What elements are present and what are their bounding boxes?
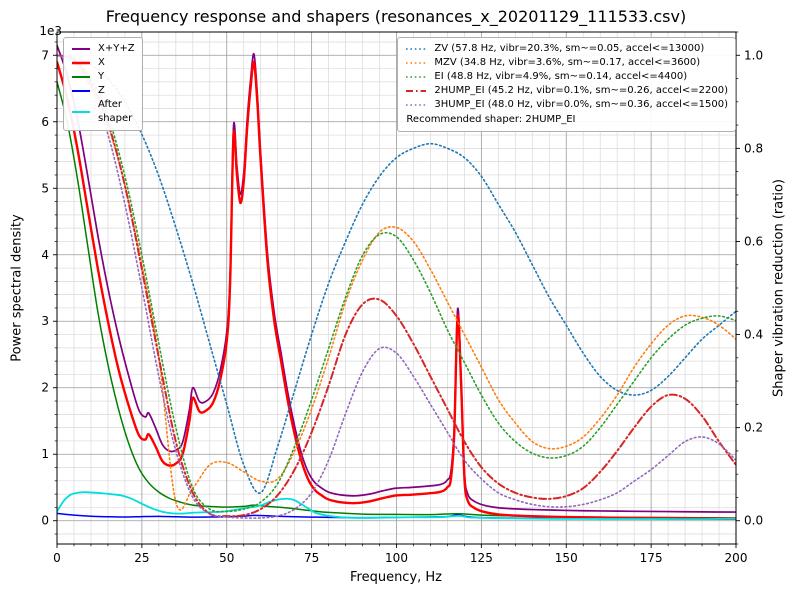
series-psd-x bbox=[57, 60, 736, 520]
legend-item-label: MZV (34.8 Hz, vibr=3.6%, sm~=0.17, accel… bbox=[434, 57, 701, 68]
series-shaper-3hump-ei bbox=[57, 54, 736, 519]
legend-item: X bbox=[71, 56, 135, 70]
legend-line-swatch bbox=[406, 90, 427, 92]
chart-title: Frequency response and shapers (resonanc… bbox=[105, 7, 687, 26]
legend-shapers: ZV (57.8 Hz, vibr=20.3%, sm~=0.05, accel… bbox=[397, 37, 736, 132]
legend-item-label: Y bbox=[98, 71, 105, 82]
x-tick-label: 0 bbox=[53, 551, 61, 565]
y-tick-label-left: 2 bbox=[41, 381, 49, 395]
series-shaper-ei bbox=[57, 54, 736, 513]
legend-item-label: X bbox=[98, 57, 105, 68]
series-shaper-zv bbox=[57, 54, 736, 494]
legend-line-swatch bbox=[72, 48, 90, 50]
legend-item: 2HUMP_EI (45.2 Hz, vibr=0.1%, sm~=0.26, … bbox=[405, 84, 728, 98]
x-tick-label: 150 bbox=[555, 551, 578, 565]
legend-item: MZV (34.8 Hz, vibr=3.6%, sm~=0.17, accel… bbox=[405, 56, 728, 70]
y-axis-label-right: Shaper vibration reduction (ratio) bbox=[771, 179, 787, 397]
legend-line-swatch bbox=[72, 76, 90, 78]
y-tick-label-left: 6 bbox=[41, 115, 49, 129]
legend-item: Z bbox=[71, 84, 135, 98]
x-tick-label: 200 bbox=[725, 551, 748, 565]
series-shaper-mzv bbox=[57, 54, 736, 511]
x-tick-label: 25 bbox=[134, 551, 149, 565]
legend-psd: X+Y+Z X Y Z After shaper bbox=[63, 37, 143, 131]
legend-item: After shaper bbox=[71, 98, 135, 126]
x-tick-label: 175 bbox=[640, 551, 663, 565]
y-tick-label-left: 4 bbox=[41, 248, 49, 262]
legend-recommended-shaper: Recommended shaper: 2HUMP_EI bbox=[406, 114, 576, 125]
y-tick-label-left: 7 bbox=[41, 48, 49, 62]
x-axis-label: Frequency, Hz bbox=[349, 570, 443, 585]
series bbox=[57, 44, 736, 521]
legend-line-swatch bbox=[406, 62, 427, 64]
y-tick-label-right: 0.4 bbox=[744, 328, 763, 342]
y-tick-label-right: 0.8 bbox=[744, 141, 763, 155]
legend-item-label: EI (48.8 Hz, vibr=4.9%, sm~=0.14, accel<… bbox=[434, 71, 688, 82]
legend-item: Y bbox=[71, 70, 135, 84]
ticks-and-tick-labels: 0 25 50 75 100 125 150 175 200 0 1 2 3 4 5 6 7 0.0 0.2 0.4 0… bbox=[41, 31, 763, 565]
y-tick-label-right: 0.6 bbox=[744, 234, 763, 248]
legend-line-swatch bbox=[406, 48, 427, 50]
legend-line-swatch bbox=[406, 104, 427, 106]
y-axis-offset-text: 1e3 bbox=[39, 24, 62, 38]
legend-item: EI (48.8 Hz, vibr=4.9%, sm~=0.14, accel<… bbox=[405, 70, 728, 84]
x-tick-label: 50 bbox=[219, 551, 234, 565]
y-tick-label-right: 1.0 bbox=[744, 48, 763, 62]
y-tick-label-right: 0.2 bbox=[744, 421, 763, 435]
x-tick-label: 100 bbox=[385, 551, 408, 565]
x-tick-label: 125 bbox=[470, 551, 493, 565]
legend-item-label: 3HUMP_EI (48.0 Hz, vibr=0.0%, sm~=0.36, … bbox=[434, 99, 728, 110]
grid-minor bbox=[57, 32, 736, 544]
legend-item-label: Z bbox=[98, 85, 105, 96]
legend-item-label: After shaper bbox=[98, 99, 133, 124]
legend-line-swatch bbox=[72, 111, 90, 113]
legend-line-swatch bbox=[406, 76, 427, 78]
series-psd-after-shaper bbox=[57, 491, 736, 521]
y-tick-label-left: 5 bbox=[41, 181, 49, 195]
y-tick-label-left: 3 bbox=[41, 314, 49, 328]
legend-line-swatch bbox=[72, 61, 90, 65]
legend-item: X+Y+Z bbox=[71, 42, 135, 56]
legend-line-swatch bbox=[72, 90, 90, 92]
y-tick-label-left: 1 bbox=[41, 447, 49, 461]
y-tick-label-right: 0.0 bbox=[744, 514, 763, 528]
legend-item-label: 2HUMP_EI (45.2 Hz, vibr=0.1%, sm~=0.26, … bbox=[434, 85, 728, 96]
y-tick-label-left: 0 bbox=[41, 514, 49, 528]
legend-item-label: ZV (57.8 Hz, vibr=20.3%, sm~=0.05, accel… bbox=[434, 43, 705, 54]
legend-item: ZV (57.8 Hz, vibr=20.3%, sm~=0.05, accel… bbox=[405, 42, 728, 56]
legend-item: 3HUMP_EI (48.0 Hz, vibr=0.0%, sm~=0.36, … bbox=[405, 98, 728, 112]
legend-item-label: X+Y+Z bbox=[98, 43, 135, 54]
y-axis-label-left: Power spectral density bbox=[9, 214, 25, 362]
series-shaper-2hump-ei bbox=[57, 54, 736, 518]
series-psd-y bbox=[57, 81, 736, 519]
x-tick-label: 75 bbox=[304, 551, 319, 565]
